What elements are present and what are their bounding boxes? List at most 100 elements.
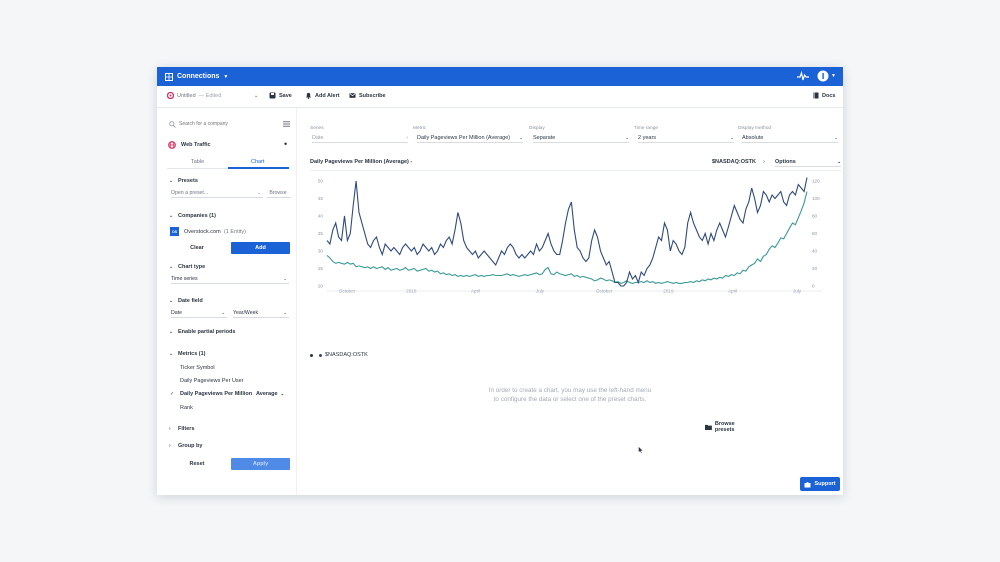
company-name[interactable]: Overstock.com	[184, 229, 221, 235]
tab-chart[interactable]: Chart	[251, 159, 265, 165]
display-method-select[interactable]: Absolute ⌄	[742, 133, 838, 143]
display-value: Separate	[533, 134, 556, 141]
chart-legend: $NASDAQ:OSTK	[310, 352, 368, 358]
menu-icon[interactable]	[283, 121, 290, 127]
chevron-down-icon[interactable]: ⌄	[254, 93, 259, 99]
avatar	[817, 70, 829, 82]
chart-header-rule	[310, 170, 841, 171]
subscribe-label: Subscribe	[359, 92, 386, 99]
y-right-tick-label: 40	[812, 249, 818, 254]
search-input[interactable]	[179, 118, 275, 130]
chart-options-select[interactable]: Options ⌄	[775, 157, 841, 167]
metric-pageviews-per-user[interactable]: Daily Pageviews Per User	[180, 378, 244, 384]
group-by-label: Group by	[178, 443, 203, 449]
add-button[interactable]: Add	[231, 242, 290, 254]
chevron-down-icon: ⌄	[837, 158, 841, 164]
subscribe-button[interactable]: Subscribe	[349, 92, 386, 99]
company-entity-count: (1 Entity)	[224, 229, 247, 235]
search-icon	[169, 121, 176, 128]
document-title[interactable]: Untitled — Edited	[167, 92, 221, 99]
date-field-value: Date	[171, 309, 182, 316]
presets-label: Presets	[178, 178, 198, 184]
browse-label: Browse	[269, 189, 287, 196]
y-right-tick-label: 0	[812, 284, 815, 289]
filters-section[interactable]: › Filters	[169, 426, 195, 432]
companies-section[interactable]: ⌄ Companies (1)	[169, 213, 216, 219]
support-button[interactable]: Support	[800, 477, 840, 491]
clear-button[interactable]: Clear	[171, 242, 223, 254]
document-state: — Edited	[198, 92, 222, 99]
series-select[interactable]: Date ›	[312, 133, 408, 143]
sidebar: Web Traffic • Table Chart ⌄ Presets Open …	[157, 108, 297, 495]
chevron-right-icon: ›	[406, 134, 408, 141]
grid-icon	[165, 72, 173, 81]
connections-menu[interactable]: Connections ▼	[165, 70, 228, 83]
chevron-down-icon: ⌄	[730, 134, 734, 140]
metric-pageviews-per-million[interactable]: Daily Pageviews Per Million	[180, 391, 253, 397]
logo-icon	[167, 92, 174, 99]
series-line-stock	[326, 191, 808, 284]
presets-section[interactable]: ⌄ Presets	[169, 178, 198, 184]
clear-label: Clear	[190, 245, 204, 251]
chart-type-select[interactable]: Time series ⌄	[171, 274, 289, 284]
display-method-label: Display method	[738, 126, 772, 131]
dataset-name: Web Traffic	[181, 142, 211, 148]
date-field-select[interactable]: Date ⌄	[171, 308, 227, 318]
y-left-tick-label: 25	[318, 266, 324, 271]
chevron-down-icon: ⌄	[280, 391, 285, 396]
metric-rank[interactable]: Rank	[180, 405, 193, 411]
metric-ticker-symbol[interactable]: Ticker Symbol	[180, 365, 215, 371]
group-by-section[interactable]: › Group by	[169, 443, 202, 449]
chart-type-section[interactable]: ⌄ Chart type	[169, 264, 205, 270]
chevron-down-icon: ⌄	[283, 309, 287, 315]
main-panel: Series Date › Metric Daily Pageviews Per …	[297, 108, 843, 495]
add-label: Add	[255, 245, 266, 251]
chart-options-label: Options	[775, 158, 796, 165]
aggregation-select[interactable]: Average ⌄	[256, 391, 284, 397]
user-menu[interactable]: ▼	[817, 70, 836, 82]
metric-value: Daily Pageviews Per Million (Average)	[417, 134, 511, 141]
save-icon	[269, 92, 276, 99]
app-window: Connections ▼ ▼ Untitled — Edited ⌄ Save…	[157, 67, 843, 495]
chevron-down-icon: ⌄	[169, 329, 174, 335]
time-range-select[interactable]: 2 years ⌄	[638, 133, 734, 143]
date-field-section[interactable]: ⌄ Date field	[169, 298, 203, 304]
docs-link[interactable]: Docs	[813, 92, 835, 99]
chevron-down-icon: ⌄	[257, 189, 261, 195]
y-left-tick-label: 50	[318, 179, 324, 184]
date-granularity-select[interactable]: Year/Week ⌄	[233, 308, 289, 318]
companies-label: Companies (1)	[178, 213, 216, 219]
chart-ticker: $NASDAQ:OSTK	[712, 159, 757, 165]
bell-icon	[306, 92, 311, 99]
activity-icon[interactable]	[797, 71, 809, 81]
tab-table[interactable]: Table	[191, 159, 205, 165]
chevron-down-icon: ⌄	[169, 351, 174, 357]
browse-presets-button[interactable]: Browse presets	[705, 420, 755, 433]
y-right-tick-label: 80	[812, 214, 818, 219]
reset-label: Reset	[189, 461, 205, 467]
add-alert-button[interactable]: Add Alert	[305, 92, 340, 99]
metrics-section[interactable]: ⌄ Metrics (1)	[169, 351, 206, 357]
apply-button[interactable]: Apply	[231, 458, 290, 470]
save-button[interactable]: Save	[269, 92, 292, 99]
y-left-tick-label: 30	[318, 249, 324, 254]
series-line-pageviews	[326, 177, 808, 287]
chart-type-label: Chart type	[178, 264, 206, 270]
top-bar: Connections ▼ ▼	[157, 67, 843, 86]
chevron-down-icon: ⌄	[169, 178, 174, 184]
chevron-down-icon: ⌄	[169, 298, 174, 304]
browse-presets-link[interactable]: Browse	[267, 188, 291, 198]
partial-periods-toggle[interactable]: ⌄ Enable partial periods	[169, 329, 235, 335]
display-label: Display	[529, 126, 545, 131]
metric-select[interactable]: Daily Pageviews Per Million (Average) ⌄	[417, 133, 523, 143]
browse-presets-label: Browse presets	[714, 420, 735, 433]
reset-button[interactable]: Reset	[171, 458, 223, 470]
metrics-label: Metrics (1)	[178, 351, 206, 357]
y-left-tick-label: 45	[318, 196, 324, 201]
chevron-down-icon: ⌄	[834, 134, 838, 140]
tab-active-indicator	[228, 167, 289, 169]
display-select[interactable]: Separate ⌄	[533, 133, 629, 143]
preset-select[interactable]: Open a preset... ⌄	[171, 188, 263, 198]
empty-state-line-1: In order to create a chart, you may use …	[488, 387, 652, 394]
dataset-status-dot: •	[284, 139, 288, 149]
